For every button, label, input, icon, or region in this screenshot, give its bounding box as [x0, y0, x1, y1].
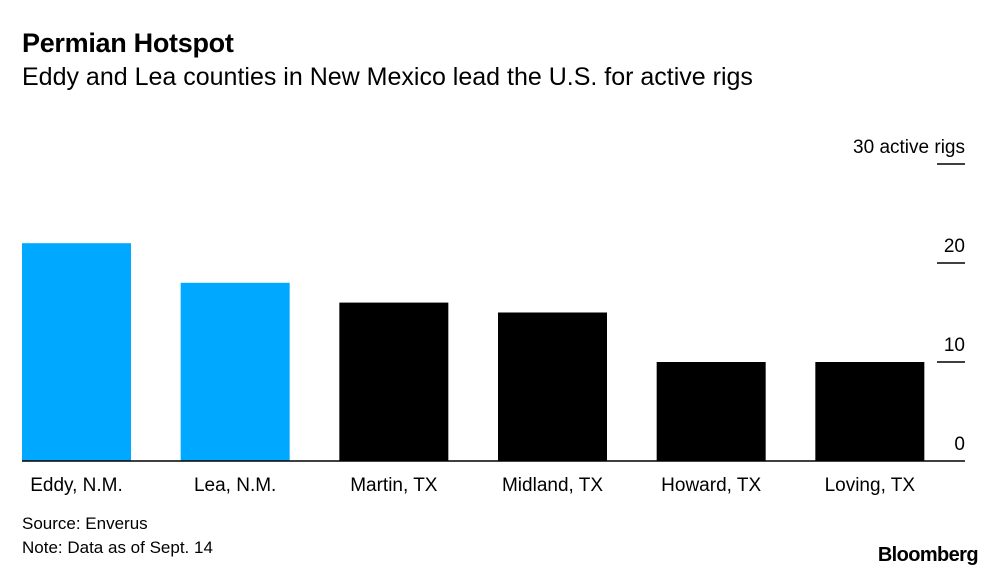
- bar-howard-tx: [656, 362, 766, 461]
- x-axis-labels: Eddy, N.M. Lea, N.M. Martin, TX Midland, TX…: [30, 475, 915, 496]
- data-note: Note: Data as of Sept. 14: [22, 538, 213, 557]
- bars: [22, 243, 925, 461]
- y-tick-label: 20: [944, 236, 965, 257]
- bar-midland-tx: [498, 312, 607, 461]
- y-axis: 0 10 20 30 active rigs: [853, 137, 965, 455]
- bar-eddy-n-m: [22, 243, 131, 461]
- bar-martin-tx: [339, 302, 449, 461]
- x-tick-label: Martin, TX: [350, 475, 438, 496]
- x-tick-label: Lea, N.M.: [194, 475, 276, 496]
- y-tick-label: 30 active rigs: [853, 137, 965, 158]
- bloomberg-logo: Bloomberg: [877, 544, 979, 566]
- y-tick-label: 0: [954, 434, 965, 455]
- chart-title: Permian Hotspot: [22, 28, 234, 58]
- bar-lea-n-m: [180, 282, 290, 461]
- y-tick-label: 10: [944, 335, 965, 356]
- x-tick-label: Eddy, N.M.: [30, 475, 123, 496]
- x-tick-label: Midland, TX: [502, 475, 603, 496]
- x-tick-label: Loving, TX: [825, 475, 916, 496]
- source-note: Source: Enverus: [22, 514, 148, 533]
- x-tick-label: Howard, TX: [661, 475, 761, 496]
- bar-loving-tx: [815, 362, 925, 461]
- chart-subtitle: Eddy and Lea counties in New Mexico lead…: [22, 63, 753, 91]
